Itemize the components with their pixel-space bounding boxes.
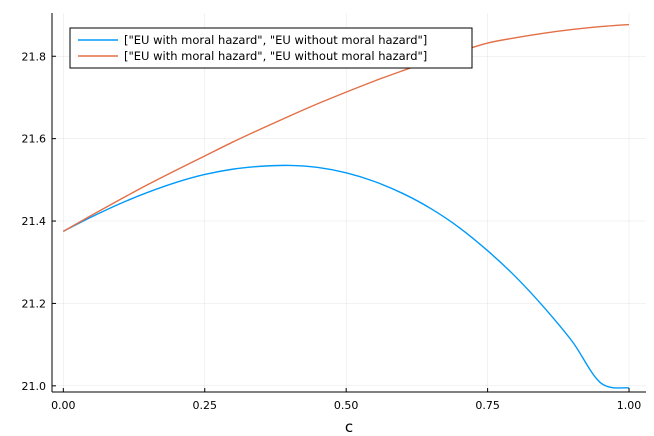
series-line-0 (62, 164, 630, 389)
legend-box (69, 27, 473, 69)
grid-lines (52, 13, 646, 392)
y-tick-label: 21.8 (22, 50, 47, 63)
x-tick-label: 0.75 (475, 399, 500, 412)
x-tick-label: 0.25 (192, 399, 217, 412)
x-ticks: 0.00 0.25 0.50 0.75 1.00 (51, 388, 641, 412)
series-line-1 (62, 23, 630, 232)
x-axis-title: c (345, 418, 353, 436)
x-tick-label: 0.00 (51, 399, 76, 412)
series-layer (62, 23, 630, 389)
x-tick-label: 0.50 (334, 399, 359, 412)
y-tick-label: 21.0 (22, 380, 47, 393)
y-tick-label: 21.4 (22, 215, 47, 228)
legend-label-series-1: ["EU with moral hazard", "EU without mor… (124, 49, 427, 63)
legend: ["EU with moral hazard", "EU without mor… (69, 27, 473, 69)
y-tick-label: 21.2 (22, 297, 47, 310)
y-tick-label: 21.6 (22, 133, 47, 146)
legend-label-series-0: ["EU with moral hazard", "EU without mor… (124, 33, 427, 47)
x-tick-label: 1.00 (617, 399, 642, 412)
axes (51, 13, 646, 393)
y-ticks: 21.0 21.2 21.4 21.6 21.8 (22, 50, 56, 393)
